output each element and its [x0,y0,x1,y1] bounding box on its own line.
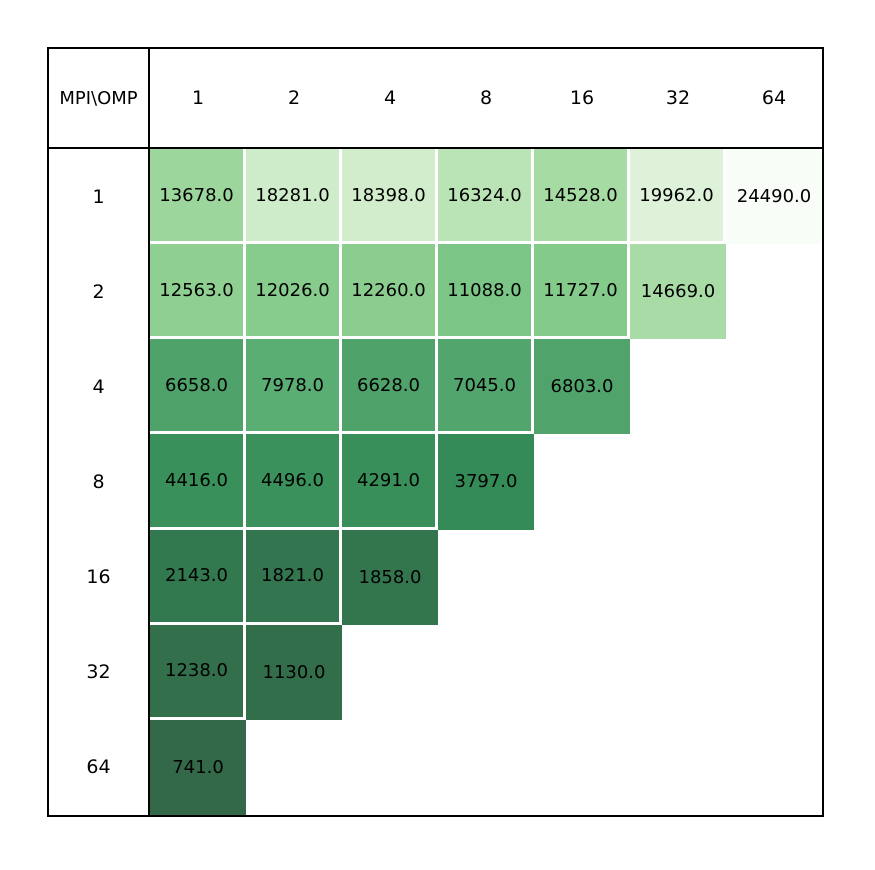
heatmap-cell: 4291.0 [342,434,438,530]
empty-cell [534,434,630,530]
heatmap-cell-value: 7045.0 [438,339,531,432]
heatmap-cell: 6628.0 [342,339,438,435]
heatmap-cell-value: 4496.0 [246,434,339,527]
empty-cell [726,624,822,720]
heatmap-cell-value: 12026.0 [246,244,339,337]
heatmap-cell: 18398.0 [342,149,438,245]
heatmap-cell: 11088.0 [438,244,534,340]
heatmap-cell: 14528.0 [534,149,630,245]
empty-cell [534,624,630,720]
empty-cell [726,339,822,435]
heatmap-cell-value: 14669.0 [630,244,726,340]
heatmap-cell: 12026.0 [246,244,342,340]
empty-cell [342,624,438,720]
corner-label: MPI\OMP [49,49,150,149]
row-header-4: 4 [49,339,150,435]
empty-cell [534,529,630,625]
row-header-8: 8 [49,434,150,530]
empty-cell [534,719,630,815]
heatmap-cell: 1821.0 [246,529,342,625]
heatmap-cell: 4416.0 [150,434,246,530]
empty-cell [630,719,726,815]
heatmap-cell-value: 12260.0 [342,244,435,337]
empty-cell [726,244,822,340]
heatmap-cell: 2143.0 [150,529,246,625]
heatmap-cell-value: 6658.0 [150,339,243,432]
heatmap-cell: 12260.0 [342,244,438,340]
col-header-2: 2 [246,49,342,149]
heatmap-cell: 1238.0 [150,624,246,720]
heatmap-cell-value: 7978.0 [246,339,339,432]
heatmap-cell: 16324.0 [438,149,534,245]
heatmap-cell-value: 12563.0 [150,244,243,337]
col-header-32: 32 [630,49,726,149]
heatmap-cell-value: 2143.0 [150,529,243,622]
col-header-16: 16 [534,49,630,149]
heatmap-cell-value: 741.0 [150,719,246,815]
heatmap-cell-value: 11727.0 [534,244,627,337]
heatmap-cell: 13678.0 [150,149,246,245]
empty-cell [630,529,726,625]
heatmap-cell-value: 13678.0 [150,149,243,242]
heatmap-cell: 19962.0 [630,149,726,245]
row-header-2: 2 [49,244,150,340]
heatmap-cell-value: 19962.0 [630,149,723,242]
empty-cell [726,434,822,530]
col-header-8: 8 [438,49,534,149]
heatmap-cell: 6803.0 [534,339,630,435]
empty-cell [438,529,534,625]
col-header-64: 64 [726,49,822,149]
heatmap-cell-value: 1858.0 [342,529,438,625]
empty-cell [726,719,822,815]
heatmap-cell-value: 18398.0 [342,149,435,242]
empty-cell [246,719,342,815]
heatmap-cell: 3797.0 [438,434,534,530]
heatmap-cell-value: 24490.0 [726,149,822,245]
heatmap-cell: 24490.0 [726,149,822,245]
empty-cell [630,434,726,530]
empty-cell [726,529,822,625]
row-header-32: 32 [49,624,150,720]
empty-cell [438,624,534,720]
heatmap-cell: 14669.0 [630,244,726,340]
col-header-4: 4 [342,49,438,149]
heatmap-cell-value: 6803.0 [534,339,630,435]
row-header-64: 64 [49,719,150,815]
empty-cell [438,719,534,815]
heatmap-cell: 12563.0 [150,244,246,340]
heatmap-cell-value: 4416.0 [150,434,243,527]
heatmap-cell: 1130.0 [246,624,342,720]
heatmap-cell-value: 4291.0 [342,434,435,527]
empty-cell [630,339,726,435]
heatmap-cell: 7978.0 [246,339,342,435]
heatmap-cell: 6658.0 [150,339,246,435]
heatmap-cell: 7045.0 [438,339,534,435]
heatmap-cell-value: 3797.0 [438,434,534,530]
heatmap-cell-value: 14528.0 [534,149,627,242]
heatmap-cell-value: 18281.0 [246,149,339,242]
col-header-1: 1 [150,49,246,149]
heatmap-cell-value: 1821.0 [246,529,339,622]
heatmap-cell: 1858.0 [342,529,438,625]
empty-cell [630,624,726,720]
heatmap-cell-value: 16324.0 [438,149,531,242]
heatmap-cell-value: 1130.0 [246,624,342,720]
heatmap-cell-value: 1238.0 [150,624,243,717]
heatmap-cell-value: 11088.0 [438,244,531,337]
row-header-16: 16 [49,529,150,625]
heatmap-cell: 741.0 [150,719,246,815]
row-header-1: 1 [49,149,150,245]
heatmap-cell: 11727.0 [534,244,630,340]
heatmap-cell: 4496.0 [246,434,342,530]
heatmap-table: MPI\OMP 1 2 4 8 16 32 64 1 13678.0 18281.0 18398.0 1… [47,47,824,817]
heatmap-cell-value: 6628.0 [342,339,435,432]
empty-cell [342,719,438,815]
heatmap-cell: 18281.0 [246,149,342,245]
